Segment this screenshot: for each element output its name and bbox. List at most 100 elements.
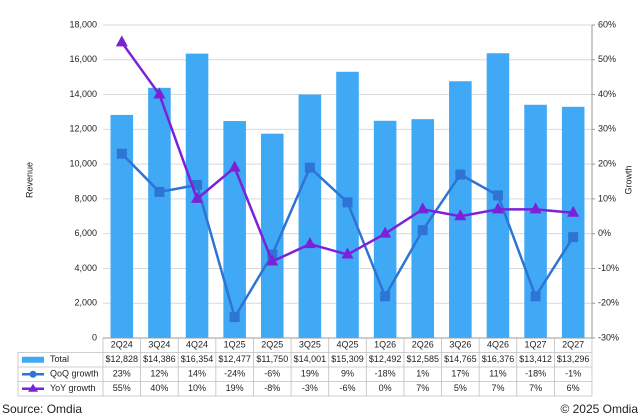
marker xyxy=(342,197,353,208)
table-value: -24% xyxy=(224,369,245,379)
marker xyxy=(116,148,127,159)
legend-marker xyxy=(28,383,38,392)
bar xyxy=(148,87,171,338)
marker xyxy=(416,202,429,214)
x-tick-label: 4Q26 xyxy=(487,340,509,350)
y2-tick-label: -20% xyxy=(598,298,619,308)
y-tick-label: 10,000 xyxy=(69,158,97,168)
marker xyxy=(228,160,241,172)
legend-marker xyxy=(29,370,37,378)
marker xyxy=(303,237,316,249)
y2-tick-label: -10% xyxy=(598,263,619,273)
table-value: 12% xyxy=(150,369,168,379)
x-tick-label: 2Q25 xyxy=(261,340,283,350)
table-value: 40% xyxy=(150,383,168,393)
table-value: $14,765 xyxy=(444,354,477,364)
x-tick-label: 1Q27 xyxy=(525,340,547,350)
source: Source: Omdia xyxy=(2,402,82,416)
table-value: $13,296 xyxy=(557,354,590,364)
y2-tick-label: 40% xyxy=(598,89,616,99)
marker xyxy=(492,190,503,201)
marker xyxy=(491,202,504,214)
table-value: 7% xyxy=(416,383,429,393)
marker xyxy=(154,186,165,197)
table-value: -18% xyxy=(375,369,396,379)
table-value: 7% xyxy=(529,383,542,393)
legend-label: Total xyxy=(50,354,69,364)
table-value: $16,376 xyxy=(482,354,515,364)
table-value: 11% xyxy=(489,369,506,379)
marker xyxy=(153,87,166,99)
x-tick-label: 4Q24 xyxy=(186,340,208,350)
bar xyxy=(524,104,547,339)
x-tick-label: 3Q24 xyxy=(148,340,170,350)
table-value: 5% xyxy=(454,383,467,393)
y-tick-label: 6,000 xyxy=(74,228,97,238)
marker xyxy=(341,247,354,259)
table-value: 1% xyxy=(416,369,429,379)
x-tick-label: 3Q26 xyxy=(449,340,471,350)
copyright: © 2025 Omdia xyxy=(560,402,638,416)
y2-tick-label: 20% xyxy=(598,158,616,168)
y-tick-label: 4,000 xyxy=(74,263,97,273)
y2-tick-label: -30% xyxy=(598,332,619,342)
marker xyxy=(417,225,428,236)
x-tick-label: 3Q25 xyxy=(299,340,321,350)
marker xyxy=(379,226,392,238)
bar xyxy=(110,114,134,338)
table-value: 17% xyxy=(451,369,469,379)
y-tick-label: 2,000 xyxy=(74,298,97,308)
marker xyxy=(567,205,580,217)
marker xyxy=(266,254,279,266)
bar xyxy=(260,133,284,338)
marker xyxy=(454,209,467,221)
table-value: $11,750 xyxy=(256,354,288,364)
table-value: 6% xyxy=(567,383,580,393)
marker xyxy=(529,202,542,214)
marker xyxy=(568,232,579,243)
x-tick-label: 4Q25 xyxy=(336,340,358,350)
table-value: -6% xyxy=(339,383,355,393)
marker xyxy=(191,191,204,203)
marker xyxy=(530,291,541,302)
y-tick-label: 8,000 xyxy=(74,193,97,203)
y-axis-title: Revenue xyxy=(24,162,34,198)
table-value: 19% xyxy=(301,369,319,379)
legend-swatch xyxy=(22,356,44,363)
legend-label: YoY growth xyxy=(50,383,96,393)
y2-tick-label: 10% xyxy=(598,193,616,203)
x-tick-label: 2Q27 xyxy=(562,340,584,350)
y-tick-label: 18,000 xyxy=(69,19,97,29)
table-value: 9% xyxy=(341,369,354,379)
table-value: 14% xyxy=(188,369,206,379)
y2-tick-label: 30% xyxy=(598,124,616,134)
y2-tick-label: 0% xyxy=(598,228,611,238)
table-value: $12,585 xyxy=(406,354,439,364)
table-value: -3% xyxy=(302,383,318,393)
marker xyxy=(192,179,203,190)
marker xyxy=(115,35,128,47)
y-tick-label: 0 xyxy=(92,332,97,342)
y2-tick-label: 50% xyxy=(598,54,616,64)
marker xyxy=(229,312,240,323)
table-value: $14,386 xyxy=(143,354,176,364)
table-value: 10% xyxy=(188,383,206,393)
table-value: $12,492 xyxy=(369,354,402,364)
x-tick-label: 2Q26 xyxy=(412,340,434,350)
bar xyxy=(561,106,585,338)
table-value: 0% xyxy=(379,383,392,393)
y2-axis-title: Growth xyxy=(623,165,633,194)
x-tick-label: 1Q25 xyxy=(224,340,246,350)
x-tick-label: 1Q26 xyxy=(374,340,396,350)
table-value: 55% xyxy=(113,383,131,393)
table-value: $14,001 xyxy=(294,354,327,364)
marker xyxy=(380,291,391,302)
table-value: 23% xyxy=(113,369,131,379)
table-value: -6% xyxy=(264,369,280,379)
marker xyxy=(304,162,315,173)
table-value: $13,412 xyxy=(519,354,552,364)
y-tick-label: 12,000 xyxy=(69,124,97,134)
table-value: $16,354 xyxy=(181,354,214,364)
table-value: $12,828 xyxy=(106,354,139,364)
